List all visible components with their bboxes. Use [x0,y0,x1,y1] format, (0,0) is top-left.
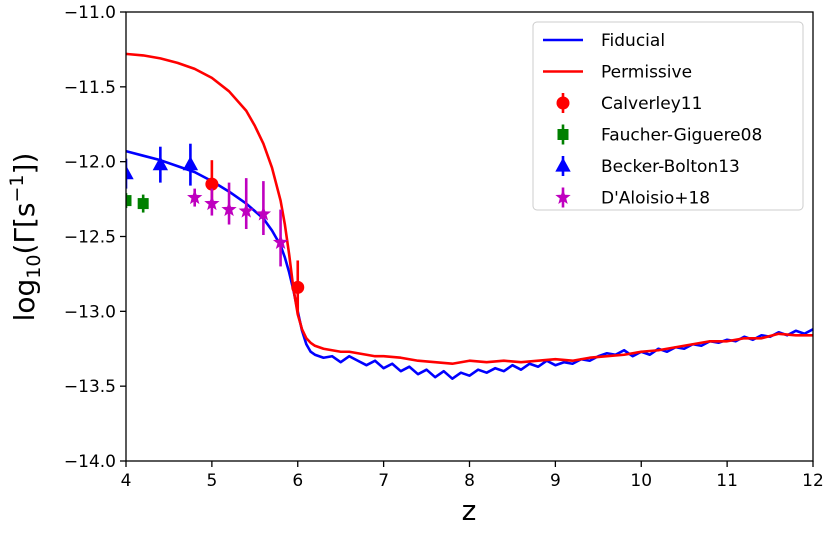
x-tick-label: 9 [550,471,561,491]
legend-box [532,21,804,211]
x-tick-label: 5 [206,471,217,491]
y-tick-label: −12.5 [64,228,116,248]
legend-label-d-aloisio-18: D'Aloisio+18 [601,189,710,209]
legend-marker-becker-bolton13 [555,157,571,172]
data-point-calverley11 [291,280,305,294]
y-axis-label: log10(Γ[s−1]) [6,153,45,322]
legend: Fiducial Permissive Calverley11 Faucher-Gig… [532,21,804,211]
x-tick-label: 8 [464,471,475,491]
y-axis-label-close: ]) [8,153,41,175]
y-tick-label: −14.0 [64,452,116,472]
y-tick-label: −12.0 [64,153,116,173]
y-tick-label: −13.0 [64,302,116,322]
data-point-calverley11 [205,177,219,191]
data-point-faucher-giguere08 [126,195,132,207]
data-point-d-aloisio-18 [238,203,254,218]
legend-label-calverley11: Calverley11 [601,94,702,114]
x-tick-label: 12 [802,471,824,491]
legend-marker-calverley11 [556,96,570,110]
legend-label-permissive: Permissive [601,63,692,83]
data-point-becker-bolton13 [126,165,134,180]
y-axis-label-subscript: 10 [23,255,45,279]
y-axis-label-superscript: −1 [6,174,28,202]
legend-label-faucher-giguere08: Faucher-Giguere08 [601,126,762,146]
series-line-permissive [126,52,813,366]
data-point-faucher-giguere08 [137,198,149,210]
data-point-d-aloisio-18 [255,206,272,221]
data-point-d-aloisio-18 [187,189,203,205]
data-point-d-aloisio-18 [272,234,289,249]
legend-marker-faucher-giguere08 [557,129,569,140]
x-tick-label: 10 [630,471,652,491]
data-point-d-aloisio-18 [221,201,237,217]
data-point-becker-bolton13 [152,156,169,171]
y-tick-label: −11.5 [64,78,116,98]
x-tick-label: 11 [716,471,738,491]
plot-area [126,52,813,380]
data-point-becker-bolton13 [182,156,199,171]
legend-label-becker-bolton13: Becker-Bolton13 [601,157,740,177]
x-tick-label: 6 [292,471,303,491]
y-tick-label: −11.0 [64,3,116,23]
legend-marker-d-aloisio-18 [555,189,571,205]
y-tick-label: −13.5 [64,377,116,397]
axes: 4 5 6 7 8 9 10 11 12 −11.0 −11.5 −12.0 −12.5 −13.0 −13… [64,3,824,491]
x-axis-label: z [462,494,477,527]
x-tick-label: 7 [378,471,389,491]
y-axis-label-rest: (Γ[s [8,202,41,254]
data-point-d-aloisio-18 [204,195,220,211]
legend-label-fiducial: Fiducial [601,31,665,51]
x-tick-label: 4 [121,471,132,491]
